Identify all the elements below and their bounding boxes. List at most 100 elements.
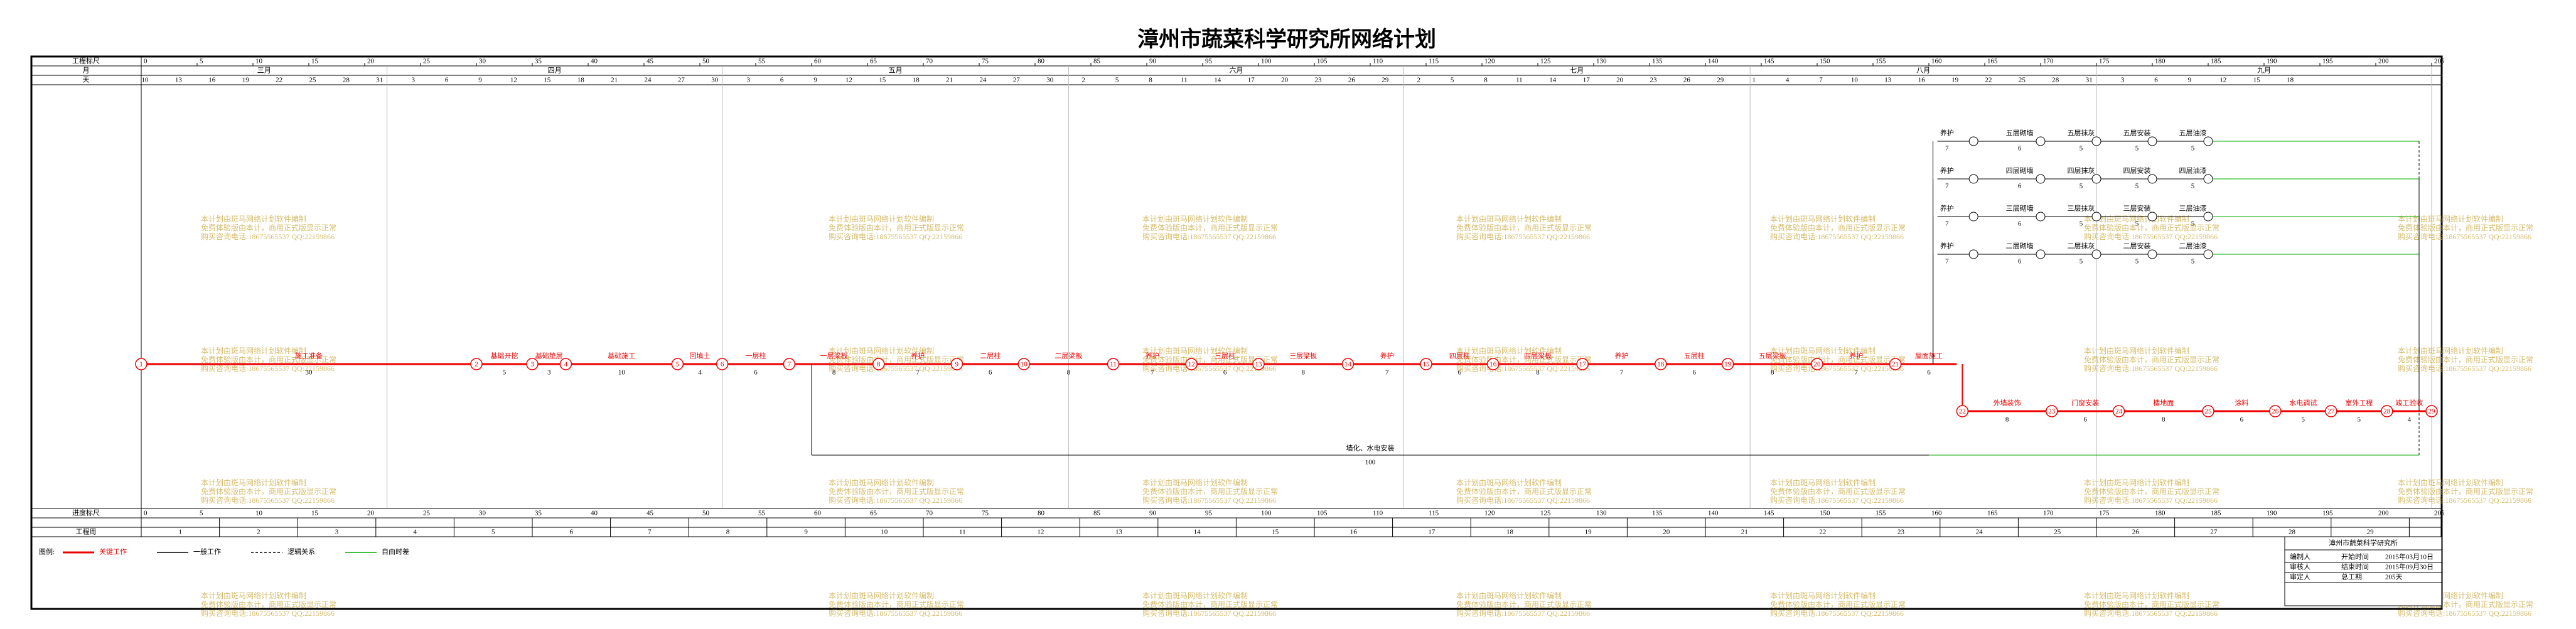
node-label: 3 (530, 361, 534, 368)
date-label: 29 (1717, 77, 1724, 84)
progress-label: 170 (2043, 510, 2054, 517)
week-label: 6 (570, 529, 574, 536)
progress-label: 55 (758, 510, 766, 517)
node-label: 7 (788, 361, 792, 368)
date-label: 2 (1417, 77, 1420, 84)
week-label: 26 (2132, 529, 2140, 536)
date-label: 29 (1382, 77, 1389, 84)
watermark: 购买咨询电话:18675565537 QQ:22159866 (201, 495, 335, 505)
row-label: 天 (83, 77, 90, 84)
week-label: 4 (413, 529, 417, 536)
info-cell: 审定人 (2290, 573, 2310, 581)
date-label: 16 (1918, 77, 1926, 84)
date-label: 31 (2086, 77, 2093, 84)
branch-name: 养护 (1940, 166, 1954, 175)
scale-label: 70 (926, 58, 933, 65)
month-label: 六月 (1229, 67, 1243, 75)
task-duration: 6 (2083, 416, 2087, 424)
branch-name: 五层油漆 (2179, 129, 2207, 137)
scale-label: 5 (200, 58, 203, 65)
scale-label: 55 (758, 58, 766, 65)
branch-node (2203, 249, 2213, 259)
task-duration: 4 (698, 369, 702, 377)
progress-label: 85 (1093, 510, 1101, 517)
progress-label: 190 (2267, 510, 2277, 517)
watermark: 本计划由斑马网络计划软件编制 (1770, 478, 1876, 487)
scale-label: 105 (1317, 58, 1328, 65)
branch-duration: 5 (2191, 183, 2195, 190)
branch-name: 四层抹灰 (2068, 166, 2095, 175)
task-name: 基础垫层 (535, 352, 563, 360)
node (2325, 405, 2337, 417)
scale-label: 75 (982, 58, 989, 65)
watermark: 购买咨询电话:18675565537 QQ:22159866 (2084, 608, 2218, 618)
long-name: 墙化、水电安装 (1346, 444, 1395, 453)
watermark: 免费体验版由本计，商用正式版显示正常 (201, 487, 336, 496)
info-cell: 2015年09月30日 (2385, 562, 2434, 571)
scale-label: 160 (1931, 58, 1942, 65)
node-label: 9 (955, 361, 959, 368)
watermark: 本计划由斑马网络计划软件编制 (2084, 591, 2189, 600)
scale-label: 170 (2043, 58, 2054, 65)
date-label: 11 (1181, 77, 1188, 84)
date-label: 13 (175, 77, 183, 84)
task-duration: 6 (1458, 369, 1462, 377)
task-name: 五层柱 (1684, 352, 1705, 360)
task-name: 竣工验收 (2395, 399, 2423, 407)
branch-node (2036, 212, 2046, 222)
branch-name: 二层油漆 (2179, 242, 2207, 250)
date-label: 24 (980, 77, 987, 84)
watermark: 购买咨询电话:18675565537 QQ:22159866 (829, 232, 962, 241)
branch-duration: 6 (2018, 258, 2022, 266)
node-label: 21 (1892, 361, 1899, 368)
date-label: 11 (1516, 77, 1523, 84)
node (2425, 405, 2438, 417)
progress-label: 90 (1149, 510, 1157, 517)
week-label: 25 (2054, 529, 2061, 536)
task-name: 外墙装饰 (1994, 399, 2021, 407)
date-label: 25 (2019, 77, 2026, 84)
progress-label: 135 (1652, 510, 1663, 517)
branch-name: 五层抹灰 (2068, 129, 2095, 137)
date-label: 18 (577, 77, 585, 84)
watermark: 免费体验版由本计，商用正式版显示正常 (829, 355, 964, 364)
date-label: 17 (1248, 77, 1255, 84)
task-duration: 8 (1301, 369, 1305, 377)
watermark: 本计划由斑马网络计划软件编制 (829, 591, 934, 600)
branch-node (2203, 136, 2213, 146)
week-label: 9 (804, 529, 808, 536)
progress-label: 80 (1038, 510, 1045, 517)
week-label: 14 (1194, 529, 1201, 536)
watermark: 本计划由斑马网络计划软件编制 (201, 346, 306, 355)
task-name: 一层柱 (746, 352, 766, 360)
watermark: 本计划由斑马网络计划软件编制 (1770, 214, 1876, 223)
week-label: 17 (1428, 529, 1436, 536)
branch-duration: 5 (2191, 145, 2195, 153)
branch-duration: 7 (1945, 145, 1949, 153)
date-label: 26 (1348, 77, 1356, 84)
date-label: 6 (780, 77, 784, 84)
date-label: 8 (1484, 77, 1488, 84)
date-label: 13 (1884, 77, 1892, 84)
task-duration: 30 (306, 369, 313, 377)
watermark: 免费体验版由本计，商用正式版显示正常 (829, 223, 964, 232)
node (1185, 358, 1198, 370)
node (2269, 405, 2282, 417)
long-duration: 100 (1365, 459, 1376, 466)
scale-label: 165 (1987, 58, 1998, 65)
scale-label: 185 (2211, 58, 2221, 65)
date-label: 9 (478, 77, 482, 84)
date-label: 31 (376, 77, 383, 84)
week-label: 11 (959, 529, 966, 536)
progress-label: 160 (1931, 510, 1942, 517)
date-label: 12 (845, 77, 852, 84)
task-duration: 6 (1223, 369, 1227, 377)
branch-name: 三层安装 (2123, 204, 2151, 213)
task-duration: 7 (1385, 369, 1389, 377)
legend-title: 图例: (39, 547, 55, 556)
legend-item: 逻辑关系 (287, 547, 315, 556)
date-label: 12 (2219, 77, 2226, 84)
branch-duration: 7 (1945, 220, 1949, 228)
legend-item: 一般工作 (193, 548, 221, 556)
